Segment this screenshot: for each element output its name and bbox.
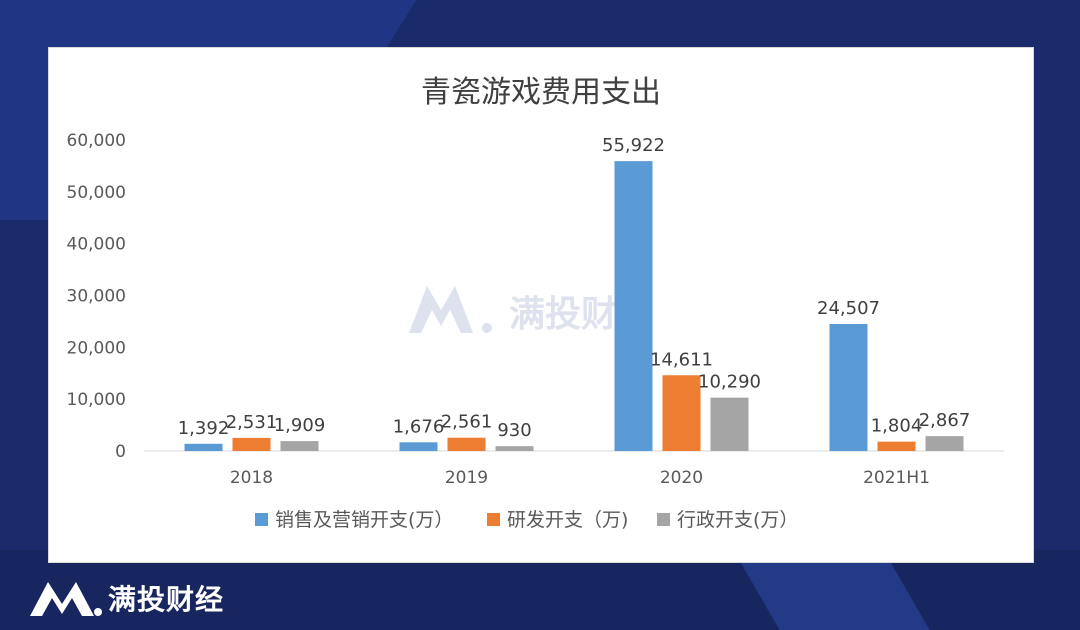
watermark-dot: [482, 323, 492, 333]
legend-swatch: [255, 513, 268, 526]
bar: [184, 443, 223, 451]
bar: [710, 397, 749, 451]
y-tick-label: 50,000: [67, 183, 126, 203]
data-label: 2,867: [919, 410, 971, 431]
bar: [877, 441, 916, 451]
data-label: 1,392: [178, 418, 230, 439]
bar: [280, 441, 319, 451]
bar: [614, 161, 653, 451]
y-tick-label: 10,000: [67, 390, 126, 410]
y-tick-label: 40,000: [67, 235, 126, 255]
bar: [662, 375, 701, 451]
legend-label: 销售及营销开支(万）: [275, 509, 453, 531]
y-tick-label: 20,000: [67, 338, 126, 358]
brand-logo: 满投财经: [28, 575, 224, 621]
x-tick-label: 2021H1: [863, 468, 930, 488]
legend-label: 研发开支（万): [507, 509, 628, 531]
y-tick-label: 0: [115, 442, 126, 462]
bar-layer: [184, 161, 964, 451]
legend: 销售及营销开支(万） 研发开支（万) 行政开支(万）: [255, 509, 798, 531]
x-tick-label: 2019: [445, 468, 488, 488]
x-tick-label: 2020: [660, 468, 703, 488]
bar: [829, 323, 868, 451]
y-tick-label: 60,000: [67, 131, 126, 151]
chart-card: 满投财经 青瓷游戏费用支出 0 10,000 20,000 30,000 40,000 5…: [48, 47, 1034, 563]
data-label: 2,561: [441, 412, 493, 433]
x-tick-label: 2018: [230, 468, 273, 488]
legend-label: 行政开支(万）: [677, 509, 798, 531]
data-label: 10,290: [698, 372, 761, 393]
brand-name: 满投财经: [108, 583, 225, 616]
bar: [447, 437, 486, 451]
bar-chart: 满投财经 青瓷游戏费用支出 010,00020,00030,00040,0005…: [67, 75, 1004, 531]
y-tick-label: 30,000: [67, 287, 126, 307]
mantou-logo-icon: [30, 582, 102, 616]
data-label: 1,909: [274, 415, 326, 436]
chart-title: 青瓷游戏费用支出: [421, 75, 661, 110]
data-label: 14,611: [650, 349, 713, 370]
data-label: 930: [497, 420, 531, 441]
bar: [925, 436, 964, 451]
legend-swatch: [487, 513, 500, 526]
legend-swatch: [657, 513, 670, 526]
axis-layer: 0 10,000 20,000 30,000 40,000 50,000 60,000 201…: [67, 131, 1004, 488]
data-label: 1,676: [393, 416, 445, 437]
data-label: 1,804: [871, 416, 923, 437]
bar: [495, 446, 534, 451]
data-label: 2,531: [226, 412, 278, 433]
data-label: 24,507: [817, 298, 880, 319]
bar: [232, 437, 271, 451]
mantou-logo-icon: [409, 286, 473, 333]
bar: [399, 442, 438, 451]
data-label: 55,922: [602, 135, 665, 156]
